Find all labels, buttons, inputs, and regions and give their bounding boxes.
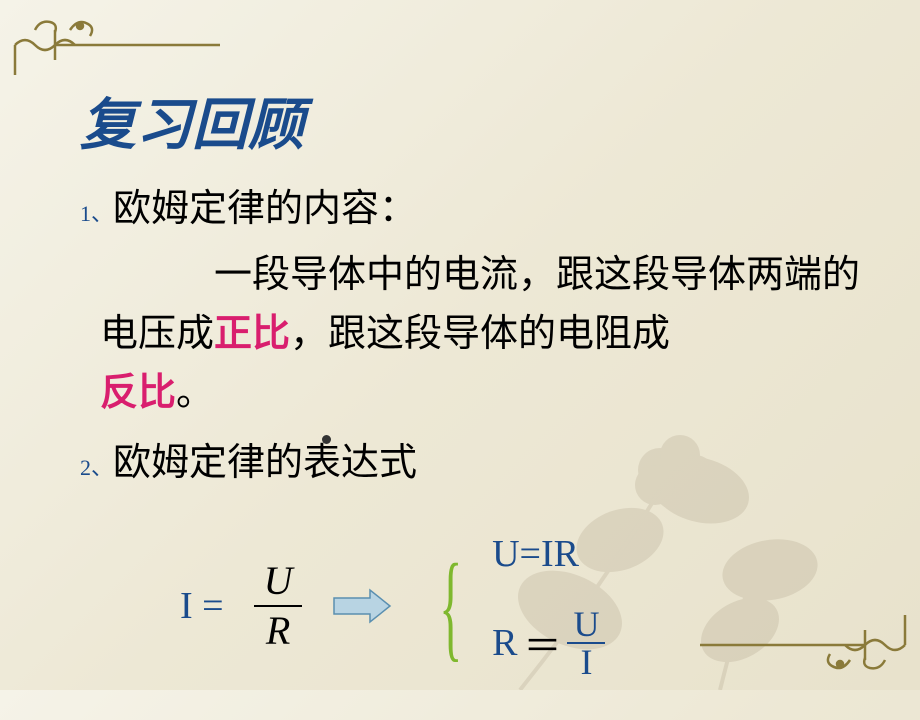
point-2-number: 2、 bbox=[80, 455, 113, 480]
point-2: 2、欧姆定律的表达式 bbox=[80, 435, 860, 492]
point-2-label: 欧姆定律的表达式 bbox=[113, 442, 417, 484]
highlight-inverse: 反比 bbox=[100, 372, 176, 414]
fraction2-denominator-i: I bbox=[574, 644, 598, 680]
fraction-numerator-u: U bbox=[254, 559, 303, 607]
curly-brace-icon: { bbox=[440, 558, 463, 654]
point-1-label: 欧姆定律的内容： bbox=[113, 188, 417, 230]
formula-r-equals-u-over-i: R ＝ U I bbox=[492, 606, 605, 680]
formula-i-equals: I = bbox=[180, 584, 224, 628]
fraction-denominator-r: R bbox=[256, 607, 300, 653]
brace-group: { U=IR R ＝ U I bbox=[422, 532, 605, 680]
point-1: 1、欧姆定律的内容： bbox=[80, 181, 860, 238]
formula-u-equals-ir: U=IR bbox=[492, 532, 605, 576]
highlight-proportional: 正比 bbox=[214, 313, 290, 355]
formula-area: I = U R { U=IR R ＝ U I bbox=[80, 532, 860, 680]
body-post: 。 bbox=[176, 372, 214, 414]
dot-marker bbox=[322, 435, 331, 444]
slide-content: 复习回顾 1、欧姆定律的内容： 一段导体中的电流，跟这段导体两端的电压成正比，跟… bbox=[0, 0, 920, 720]
body-mid: ，跟这段导体的电阻成 bbox=[290, 313, 670, 355]
equals-sign: ＝ bbox=[523, 615, 561, 670]
point-1-body: 一段导体中的电流，跟这段导体两端的电压成正比，跟这段导体的电阻成反比。 bbox=[100, 246, 860, 423]
slide-title: 复习回顾 bbox=[80, 80, 860, 161]
arrow-icon bbox=[332, 586, 392, 626]
r-label: R bbox=[492, 621, 517, 665]
fraction-u-over-i: U I bbox=[567, 606, 605, 680]
fraction2-numerator-u: U bbox=[567, 606, 605, 644]
derived-formulas: U=IR R ＝ U I bbox=[492, 532, 605, 680]
fraction-u-over-r: U R bbox=[254, 559, 303, 653]
point-1-number: 1、 bbox=[80, 201, 113, 226]
